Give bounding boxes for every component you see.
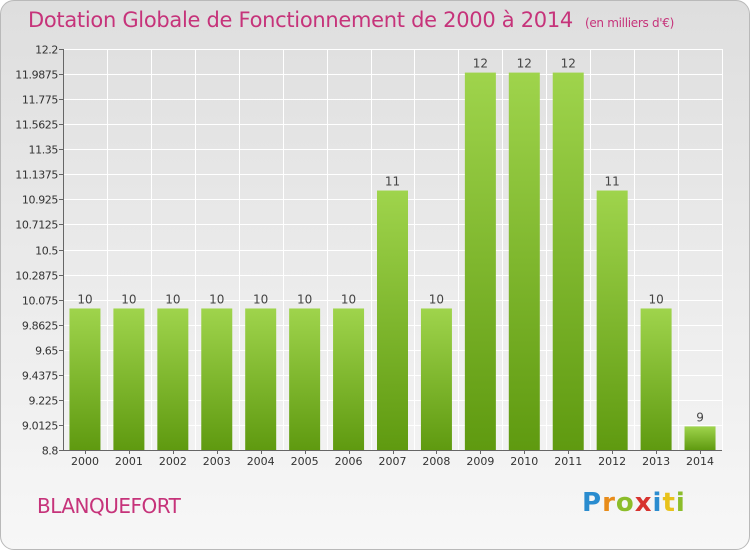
data-label: 10 (429, 292, 444, 306)
y-tick-label: 9.225 (29, 395, 59, 408)
x-tick-label: 2011 (554, 455, 582, 468)
y-tick-label: 9.4375 (22, 370, 58, 383)
chart-title: Dotation Globale de Fonctionnement de 20… (28, 8, 674, 32)
y-tick-label: 11.9875 (15, 69, 58, 82)
logo-letter: i (675, 488, 686, 518)
data-label: 12 (517, 57, 532, 71)
logo-letter: P (582, 488, 603, 518)
data-label: 12 (561, 57, 576, 71)
x-tick-label: 2006 (335, 455, 363, 468)
bar (464, 72, 496, 451)
x-tick-label: 2013 (642, 455, 670, 468)
y-tick-label: 9.65 (35, 345, 58, 358)
data-label: 10 (297, 292, 312, 306)
bar (113, 308, 145, 450)
data-label: 12 (473, 57, 488, 71)
y-tick-label: 11.1375 (15, 169, 58, 182)
data-label: 10 (165, 292, 180, 306)
y-tick-label: 12.2 (35, 44, 58, 57)
proxiti-logo: Proxiti (582, 488, 686, 522)
y-tick-label: 10.7125 (15, 219, 58, 232)
bar (684, 426, 716, 450)
x-tick-label: 2002 (159, 455, 187, 468)
y-tick-label: 9.0125 (22, 420, 58, 433)
bar (552, 72, 584, 451)
x-tick-label: 2012 (598, 455, 626, 468)
bar (69, 308, 101, 450)
data-label: 11 (605, 175, 620, 189)
bar (157, 308, 189, 450)
logo-letter: o (615, 488, 635, 518)
y-tick-label: 8.8 (42, 445, 59, 458)
x-tick-label: 2004 (247, 455, 275, 468)
y-tick-label: 11.775 (22, 94, 58, 107)
x-tick-label: 2001 (115, 455, 143, 468)
bar (377, 190, 408, 450)
title-unit: (en milliers d'€) (584, 16, 674, 30)
bar (201, 308, 233, 450)
y-tick-label: 10.075 (22, 295, 58, 308)
y-tick-label: 10.5 (35, 245, 58, 258)
data-label: 11 (385, 175, 400, 189)
x-tick-label: 2009 (466, 455, 494, 468)
x-tick-label: 2014 (686, 455, 714, 468)
y-tick-label: 9.8625 (22, 320, 58, 333)
data-label: 10 (121, 292, 136, 306)
logo-letter: i (652, 488, 663, 518)
logo-letter: r (602, 488, 616, 518)
y-tick-label: 11.35 (29, 144, 59, 157)
y-tick-label: 10.2875 (15, 270, 58, 283)
bar (640, 308, 672, 450)
bar (508, 72, 540, 451)
x-tick-label: 2000 (71, 455, 99, 468)
logo-letter: t (662, 488, 676, 518)
data-label: 9 (696, 410, 704, 424)
x-tick-label: 2003 (203, 455, 231, 468)
x-tick-label: 2008 (422, 455, 450, 468)
y-tick-label: 10.925 (22, 194, 58, 207)
town-name: BLANQUEFORT (37, 494, 181, 518)
x-tick-label: 2005 (291, 455, 319, 468)
data-label: 10 (209, 292, 224, 306)
bar (333, 308, 365, 450)
x-tick-label: 2007 (379, 455, 407, 468)
data-label: 10 (77, 292, 92, 306)
title-text: Dotation Globale de Fonctionnement de 20… (28, 8, 573, 32)
bar-layer: 10 10 10 10 10 10 10 11 10 12 12 12 11 10 9 (69, 57, 716, 451)
x-tick-label: 2010 (510, 455, 538, 468)
y-tick-label: 11.5625 (15, 119, 58, 132)
bar (289, 308, 321, 450)
axis-layer: 8.8 9.0125 9.225 9.4375 9.65 9.8625 10.075 10.2… (15, 44, 722, 468)
bar (420, 308, 452, 450)
bar (245, 308, 277, 450)
logo-letter: x (634, 488, 653, 518)
bar (596, 190, 628, 450)
data-label: 10 (253, 292, 268, 306)
data-label: 10 (341, 292, 356, 306)
data-label: 10 (648, 292, 663, 306)
